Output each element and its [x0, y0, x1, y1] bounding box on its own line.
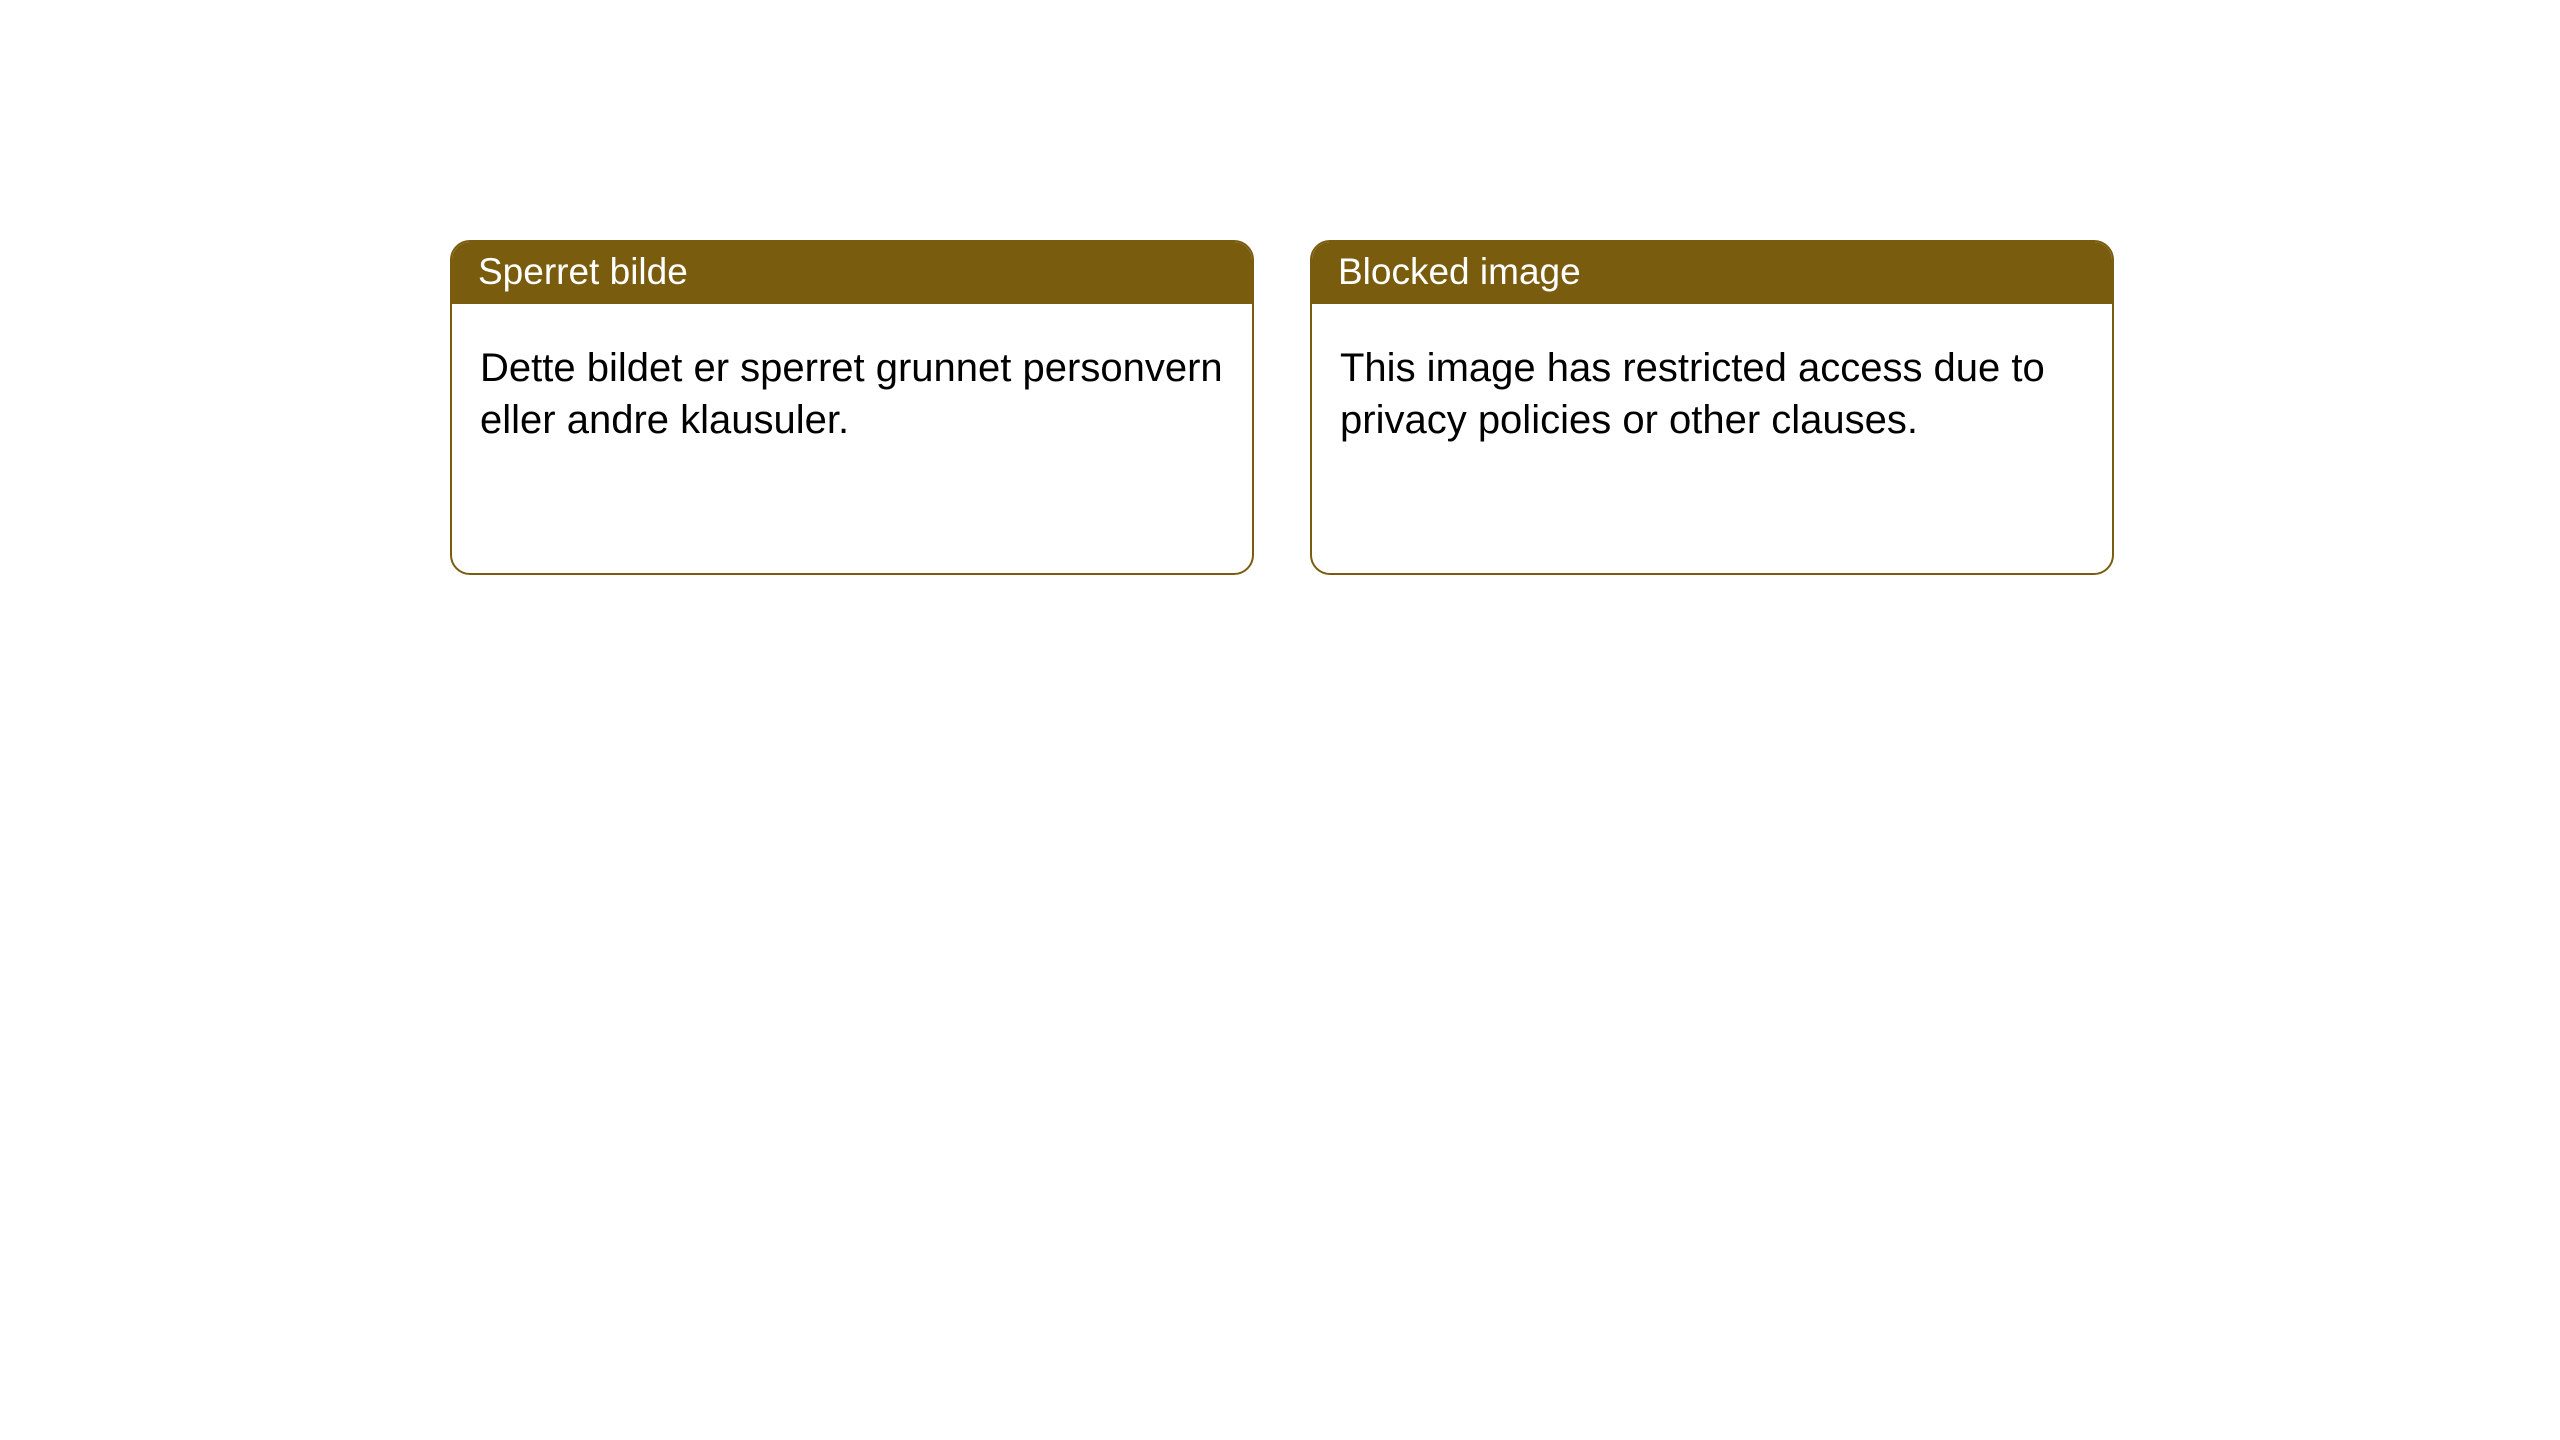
notice-body-norwegian: Dette bildet er sperret grunnet personve… — [452, 304, 1252, 474]
notice-body-english: This image has restricted access due to … — [1312, 304, 2112, 474]
notice-header-norwegian: Sperret bilde — [452, 242, 1252, 304]
notice-header-english: Blocked image — [1312, 242, 2112, 304]
notice-card-english: Blocked image This image has restricted … — [1310, 240, 2114, 575]
notice-container: Sperret bilde Dette bildet er sperret gr… — [0, 0, 2560, 575]
notice-card-norwegian: Sperret bilde Dette bildet er sperret gr… — [450, 240, 1254, 575]
